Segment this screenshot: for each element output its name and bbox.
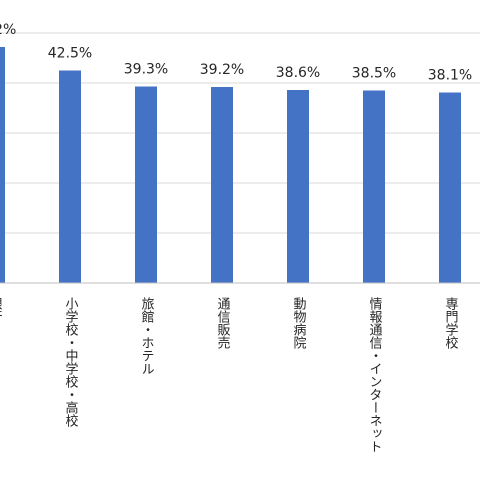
bar bbox=[211, 87, 233, 283]
data-label: 38.1% bbox=[428, 68, 472, 84]
value-labels: 47.2% 42.5% 39.3% 39.2% 38.6% 38.5% 38.1% bbox=[0, 22, 472, 84]
data-label: 39.3% bbox=[124, 62, 168, 78]
data-label: 42.5% bbox=[48, 46, 92, 62]
category-labels: 銀行 小学校・中学校・高校 旅館・ホテル 通信販売 動物病院 情報通信・インターネット 専門… bbox=[0, 297, 458, 453]
category-label: 銀行 bbox=[0, 297, 2, 324]
bar bbox=[439, 92, 461, 283]
category-label: 動物病院 bbox=[291, 297, 307, 349]
category-label: 通信販売 bbox=[215, 297, 231, 350]
bar bbox=[363, 90, 385, 283]
bars bbox=[0, 47, 461, 283]
data-label: 38.6% bbox=[276, 65, 320, 81]
category-label: 情報通信・インターネット bbox=[367, 297, 383, 453]
bar bbox=[59, 70, 81, 283]
bar bbox=[287, 90, 309, 283]
bar bbox=[0, 47, 5, 283]
data-label: 38.5% bbox=[352, 66, 396, 82]
data-label: 39.2% bbox=[200, 62, 244, 78]
category-label: 小学校・中学校・高校 bbox=[63, 297, 79, 427]
bar bbox=[135, 86, 157, 283]
data-label: 47.2% bbox=[0, 22, 16, 38]
category-label: 専門学校 bbox=[443, 297, 459, 349]
category-label: 旅館・ホテル bbox=[139, 297, 155, 375]
